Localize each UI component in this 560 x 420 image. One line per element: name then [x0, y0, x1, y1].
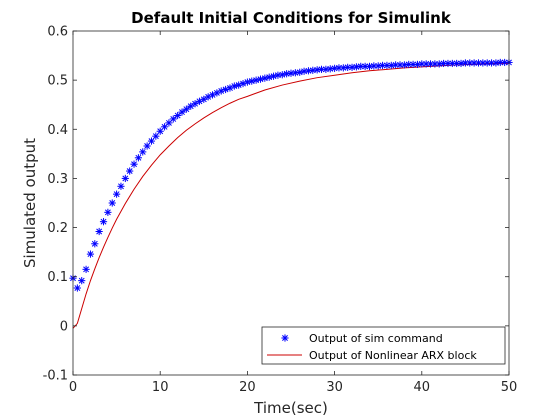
y-tick-label: 0.4	[47, 123, 68, 138]
legend-label-sim: Output of sim command	[309, 332, 443, 345]
data-point-sim	[165, 119, 173, 127]
y-axis-label: Simulated output	[21, 138, 39, 268]
data-point-sim	[200, 95, 208, 103]
data-point-sim	[265, 73, 273, 81]
data-point-sim	[252, 76, 260, 84]
data-point-sim	[147, 137, 156, 145]
data-point-sim	[152, 132, 160, 140]
data-point-sim	[130, 160, 138, 168]
data-point-sim	[134, 154, 142, 162]
data-point-sim	[143, 142, 151, 150]
data-point-sim	[278, 71, 286, 79]
x-tick-label: 20	[239, 380, 256, 395]
legend: Output of sim command Output of Nonlinea…	[261, 326, 506, 365]
data-point-sim	[121, 174, 129, 183]
y-tick-label: -0.1	[43, 369, 68, 384]
data-point-sim	[86, 250, 95, 258]
axes-box	[72, 30, 510, 376]
plot-area	[73, 31, 509, 375]
data-point-sim	[95, 227, 103, 236]
data-point-sim	[126, 167, 134, 175]
data-point-sim	[104, 208, 112, 216]
y-tick-labels: -0.1 0 0.1 0.2 0.3 0.4 0.5 0.6	[43, 25, 68, 384]
tick-marks	[72, 30, 510, 376]
y-tick-label: 0.3	[47, 172, 68, 187]
axes	[72, 30, 510, 376]
x-tick-label: 30	[326, 380, 343, 395]
y-tick-label: 0.2	[47, 221, 68, 236]
y-tick-label: 0.6	[47, 25, 68, 40]
x-tick-labels: 0 10 20 30 40 50	[69, 380, 517, 395]
x-axis-label: Time(sec)	[253, 399, 328, 417]
series-layer	[69, 58, 513, 329]
data-point-sim	[91, 240, 99, 248]
y-tick-label: 0.5	[47, 74, 68, 89]
y-tick-label: 0.1	[47, 270, 68, 285]
data-point-sim	[248, 77, 256, 85]
data-point-sim	[444, 59, 452, 68]
legend-marker-sim	[281, 334, 289, 342]
data-point-sim	[313, 66, 321, 74]
data-point-sim	[230, 82, 238, 90]
data-point-sim	[108, 199, 116, 207]
data-point-sim	[178, 108, 186, 116]
x-tick-label: 50	[501, 380, 518, 395]
legend-label-narx: Output of Nonlinear ARX block	[309, 349, 477, 362]
data-point-sim	[99, 218, 108, 226]
x-tick-label: 0	[69, 380, 77, 395]
data-point-sim	[409, 60, 417, 69]
y-tick-label: 0	[60, 319, 68, 334]
data-point-sim	[82, 265, 90, 273]
data-point-sim	[357, 62, 365, 70]
data-point-sim	[139, 148, 147, 156]
data-point-sim	[117, 182, 125, 190]
legend-asterisk	[281, 334, 289, 342]
data-point-sim	[73, 284, 81, 292]
legend-box	[261, 326, 506, 365]
data-point-sim	[243, 78, 251, 86]
series-line-narx-block	[72, 62, 510, 329]
data-point-sim	[261, 74, 269, 82]
x-tick-label: 10	[152, 380, 169, 395]
data-point-sim	[269, 72, 278, 80]
data-point-sim	[226, 84, 234, 92]
data-point-sim	[370, 62, 378, 70]
data-point-sim	[296, 68, 304, 76]
data-point-sim	[174, 111, 182, 120]
data-point-sim	[169, 115, 177, 123]
data-point-sim	[256, 75, 265, 83]
x-tick-label: 40	[414, 380, 431, 395]
data-point-sim	[156, 127, 164, 135]
data-point-sim	[78, 277, 86, 285]
data-point-sim	[182, 105, 190, 113]
data-point-sim	[113, 190, 121, 198]
chart-title: Default Initial Conditions for Simulink	[131, 9, 452, 27]
data-point-sim	[496, 58, 504, 67]
data-point-sim	[378, 61, 387, 69]
series-markers-sim-command	[69, 58, 513, 292]
data-point-sim	[213, 89, 221, 97]
